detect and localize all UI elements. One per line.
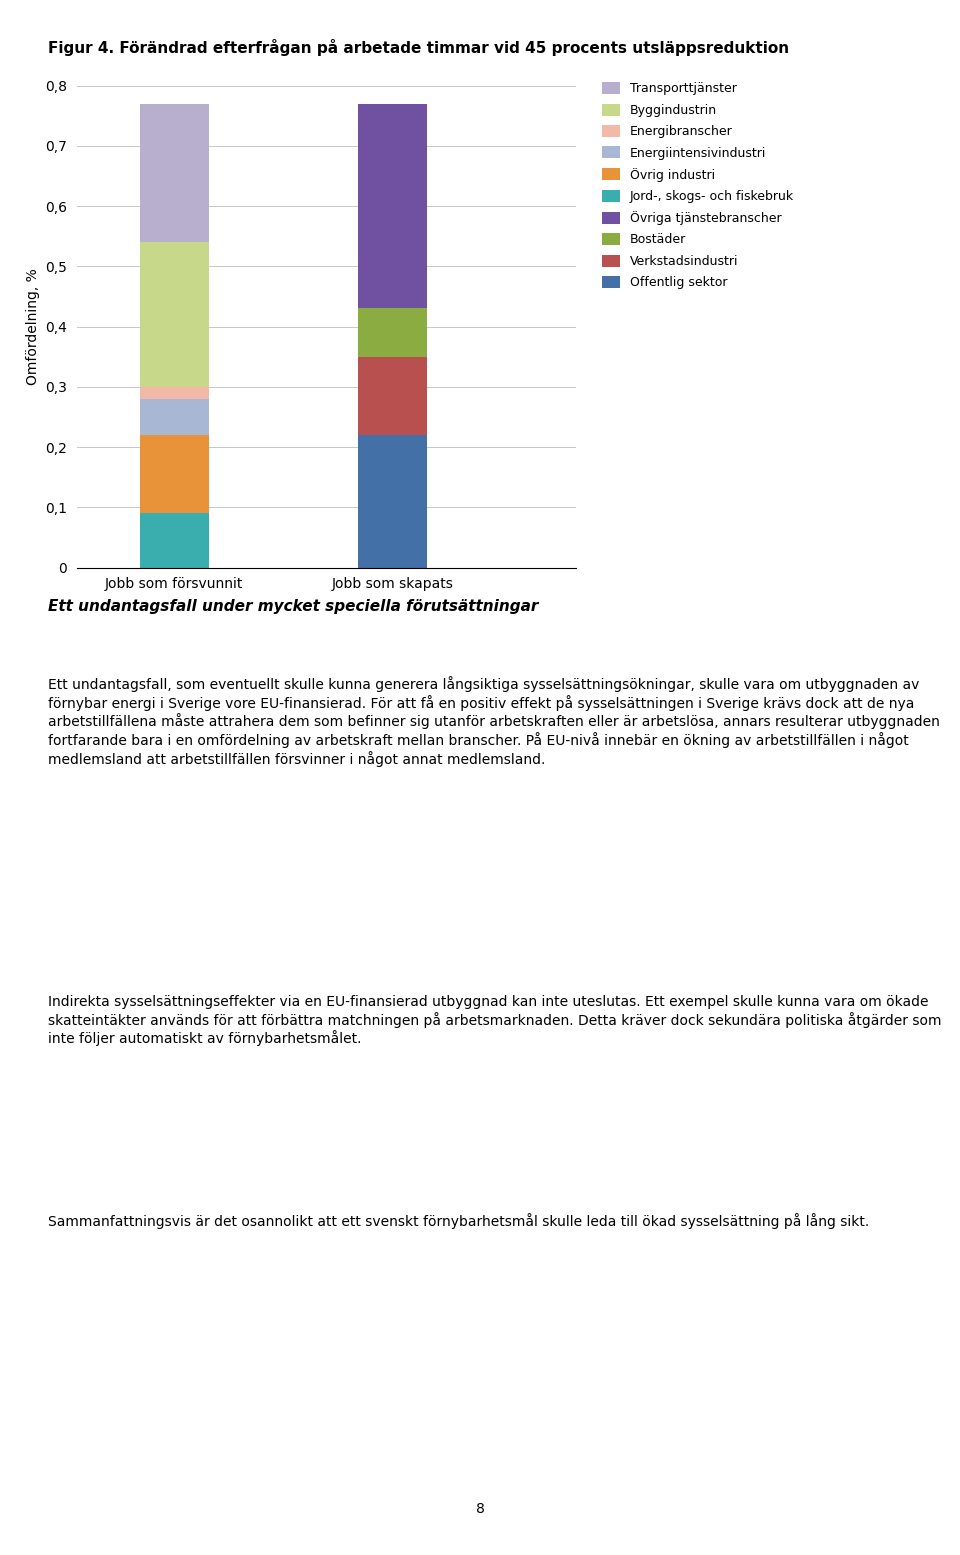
Bar [140,243,208,387]
Text: Ett undantagsfall under mycket speciella förutsättningar: Ett undantagsfall under mycket speciella… [48,599,539,614]
Y-axis label: Omfördelning, %: Omfördelning, % [26,267,39,386]
Legend: Transporttjänster, Byggindustrin, Energibranscher, Energiintensivindustri, Övrig: Transporttjänster, Byggindustrin, Energi… [602,82,794,289]
Text: Indirekta sysselsättningseffekter via en EU-finansierad utbyggnad kan inte utesl: Indirekta sysselsättningseffekter via en… [48,995,942,1047]
Text: Sammanfattningsvis är det osannolikt att ett svenskt förnybarhetsmål skulle leda: Sammanfattningsvis är det osannolikt att… [48,1213,869,1228]
Bar [140,513,208,568]
Bar [358,104,427,308]
Text: Ett undantagsfall, som eventuellt skulle kunna generera långsiktiga sysselsättni: Ett undantagsfall, som eventuellt skulle… [48,676,940,767]
Bar [140,435,208,513]
Bar [358,356,427,435]
Bar [140,400,208,435]
Bar [358,435,427,568]
Text: Figur 4. Förändrad efterfrågan på arbetade timmar vid 45 procents utsläppsredukt: Figur 4. Förändrad efterfrågan på arbeta… [48,39,789,56]
Bar [140,387,208,398]
Bar [140,104,208,243]
Text: 8: 8 [475,1502,485,1516]
Bar [358,308,427,356]
